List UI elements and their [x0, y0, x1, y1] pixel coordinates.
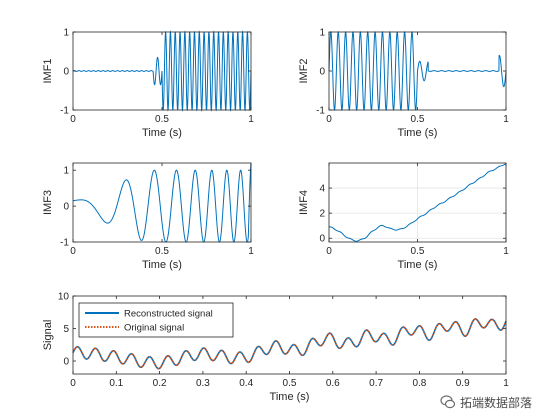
- signal-xtick-label: 0.9: [456, 378, 470, 389]
- signal-ytick-label: 5: [63, 324, 69, 335]
- imf1-series-line: [72, 30, 252, 112]
- imf4-ylabel: IMF4: [298, 190, 310, 215]
- imf4-xlabel: Time (s): [398, 259, 438, 271]
- watermark: 拓端数据部落: [440, 388, 558, 416]
- signal-ylabel: Signal: [42, 320, 54, 351]
- imf4-ytick-label: 2: [319, 209, 325, 220]
- imf1-ytick-label: -1: [60, 106, 69, 117]
- signal-ytick-label: 10: [58, 292, 70, 303]
- imf3-xtick-label: 0.5: [155, 246, 169, 257]
- signal-xtick-label: 0.7: [369, 378, 383, 389]
- imf4-ytick-label: 4: [319, 184, 325, 195]
- imf1-ylabel: IMF1: [42, 58, 54, 83]
- legend-box: [78, 302, 234, 338]
- signal-xtick-label: 0.5: [283, 378, 297, 389]
- imf4-xtick-label: 1: [503, 246, 509, 257]
- imf1-xtick-label: 1: [248, 114, 254, 125]
- imf1-ytick-label: 0: [63, 67, 69, 78]
- imf2-series-line: [328, 30, 507, 112]
- signal-xtick-label: 1: [503, 378, 509, 389]
- signal-xtick-label: 0.3: [196, 378, 210, 389]
- imf3-series-line: [73, 162, 252, 243]
- imf2-xtick-label: 0.5: [411, 114, 425, 125]
- panel-imf4: 0 0.5 1 0 2 4 Time (s) IMF4: [298, 162, 509, 271]
- imf4-series-line: [328, 163, 507, 242]
- legend-label: Reconstructed signal: [124, 309, 213, 320]
- imf3-ytick-label: 0: [63, 202, 69, 213]
- imf3-xtick-label: 1: [248, 246, 254, 257]
- signal-original-line: [72, 318, 507, 370]
- signal-xtick-label: 0.6: [326, 378, 340, 389]
- imf3-ytick-label: 1: [63, 166, 69, 177]
- chat-bubble-icon: [440, 395, 456, 409]
- imf3-xlabel: Time (s): [142, 259, 182, 271]
- imf3-plot-area: [73, 163, 251, 242]
- imf1-xlabel: Time (s): [142, 127, 182, 139]
- legend-label: Original signal: [124, 323, 184, 334]
- imf4-ytick-label: 0: [319, 234, 325, 245]
- imf2-xtick-label: 1: [503, 114, 509, 125]
- imf1-xtick-label: 0: [70, 114, 76, 125]
- imf3-ytick-label: -1: [60, 238, 69, 249]
- imf2-xlabel: Time (s): [398, 127, 438, 139]
- imf3-ylabel: IMF3: [42, 190, 54, 215]
- signal-xtick-label: 0: [70, 378, 76, 389]
- imf4-xtick-label: 0.5: [411, 246, 425, 257]
- watermark-text: 拓端数据部落: [460, 395, 533, 410]
- imf1-ytick-label: 1: [63, 28, 69, 39]
- imf2-ytick-label: -1: [316, 106, 325, 117]
- signal-legend: Reconstructed signal Original signal: [78, 302, 234, 338]
- imf2-ytick-label: 0: [319, 67, 325, 78]
- imf1-xtick-label: 0.5: [155, 114, 169, 125]
- imf3-xtick-label: 0: [70, 246, 76, 257]
- signal-xlabel: Time (s): [270, 391, 310, 403]
- imf4-xtick-label: 0: [326, 246, 332, 257]
- signal-xtick-label: 0.4: [239, 378, 253, 389]
- signal-ytick-label: 0: [63, 357, 69, 368]
- imf2-ytick-label: 1: [319, 28, 325, 39]
- signal-xtick-label: 0.2: [153, 378, 167, 389]
- imf2-ylabel: IMF2: [298, 58, 310, 83]
- signal-xtick-label: 0.1: [109, 378, 123, 389]
- signal-xtick-label: 0.8: [412, 378, 426, 389]
- imf2-xtick-label: 0: [326, 114, 332, 125]
